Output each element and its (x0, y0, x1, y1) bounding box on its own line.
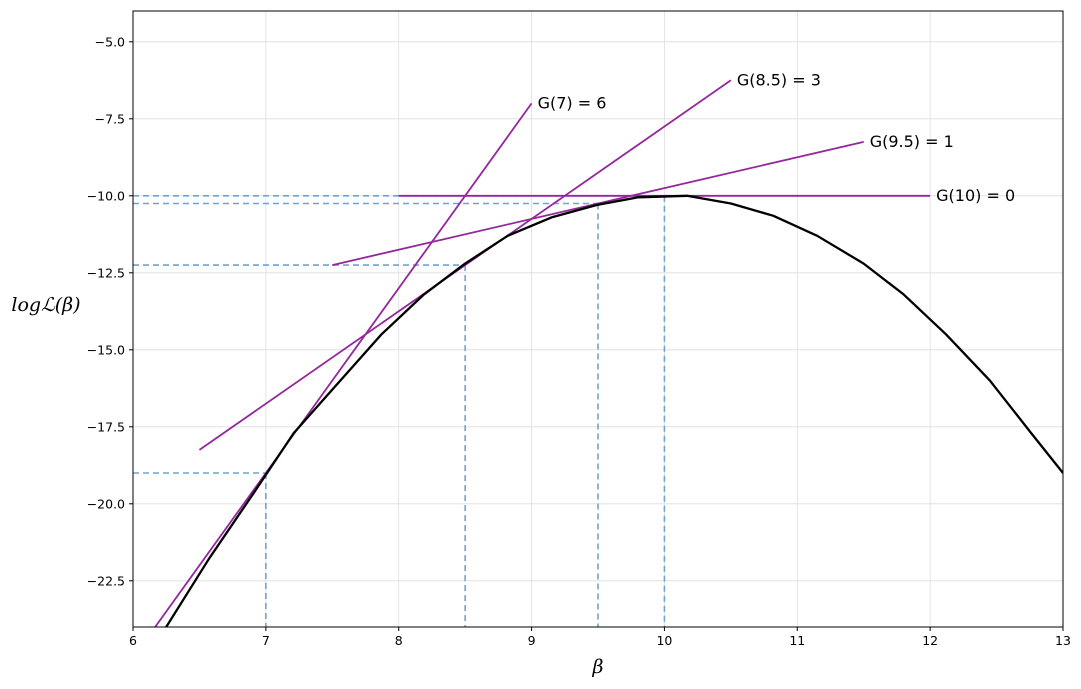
x-tick-label: 6 (129, 633, 137, 648)
x-tick-label: 11 (789, 633, 805, 648)
tangent-label: G(7) = 6 (538, 93, 607, 112)
tangent-label: G(9.5) = 1 (870, 132, 954, 151)
y-tick-label: −22.5 (87, 573, 125, 588)
x-tick-label: 10 (656, 633, 672, 648)
tangent-line (154, 102, 533, 627)
tangent-lines (154, 79, 931, 627)
y-tick-label: −15.0 (87, 342, 125, 357)
y-axis-label: logℒ(β) (11, 294, 80, 316)
curve-line (163, 194, 1063, 627)
plot-frame (132, 10, 1064, 628)
y-axis-ticks: −5.0 −7.5 −10.0 −12.5 −15.0 −17.5 −20.0 −22.5 (87, 34, 133, 588)
x-tick-label: 12 (922, 633, 938, 648)
x-axis-ticks: 6 7 8 9 10 11 12 13 (129, 627, 1071, 648)
x-tick-label: 8 (395, 633, 403, 648)
y-tick-label: −7.5 (95, 111, 125, 126)
x-axis-label: β (592, 656, 604, 678)
tangent-label: G(10) = 0 (936, 186, 1015, 205)
tangent-label: G(8.5) = 3 (737, 70, 821, 89)
tangent-line (332, 141, 864, 266)
y-tick-label: −5.0 (95, 34, 125, 49)
y-tick-label: −10.0 (87, 188, 125, 203)
y-tick-label: −20.0 (87, 496, 125, 511)
y-tick-label: −17.5 (87, 419, 125, 434)
curve-series (163, 194, 1063, 627)
x-tick-label: 9 (528, 633, 536, 648)
x-tick-label: 7 (262, 633, 270, 648)
y-tick-label: −12.5 (87, 265, 125, 280)
x-tick-label: 13 (1055, 633, 1071, 648)
tangent-line (198, 79, 732, 451)
